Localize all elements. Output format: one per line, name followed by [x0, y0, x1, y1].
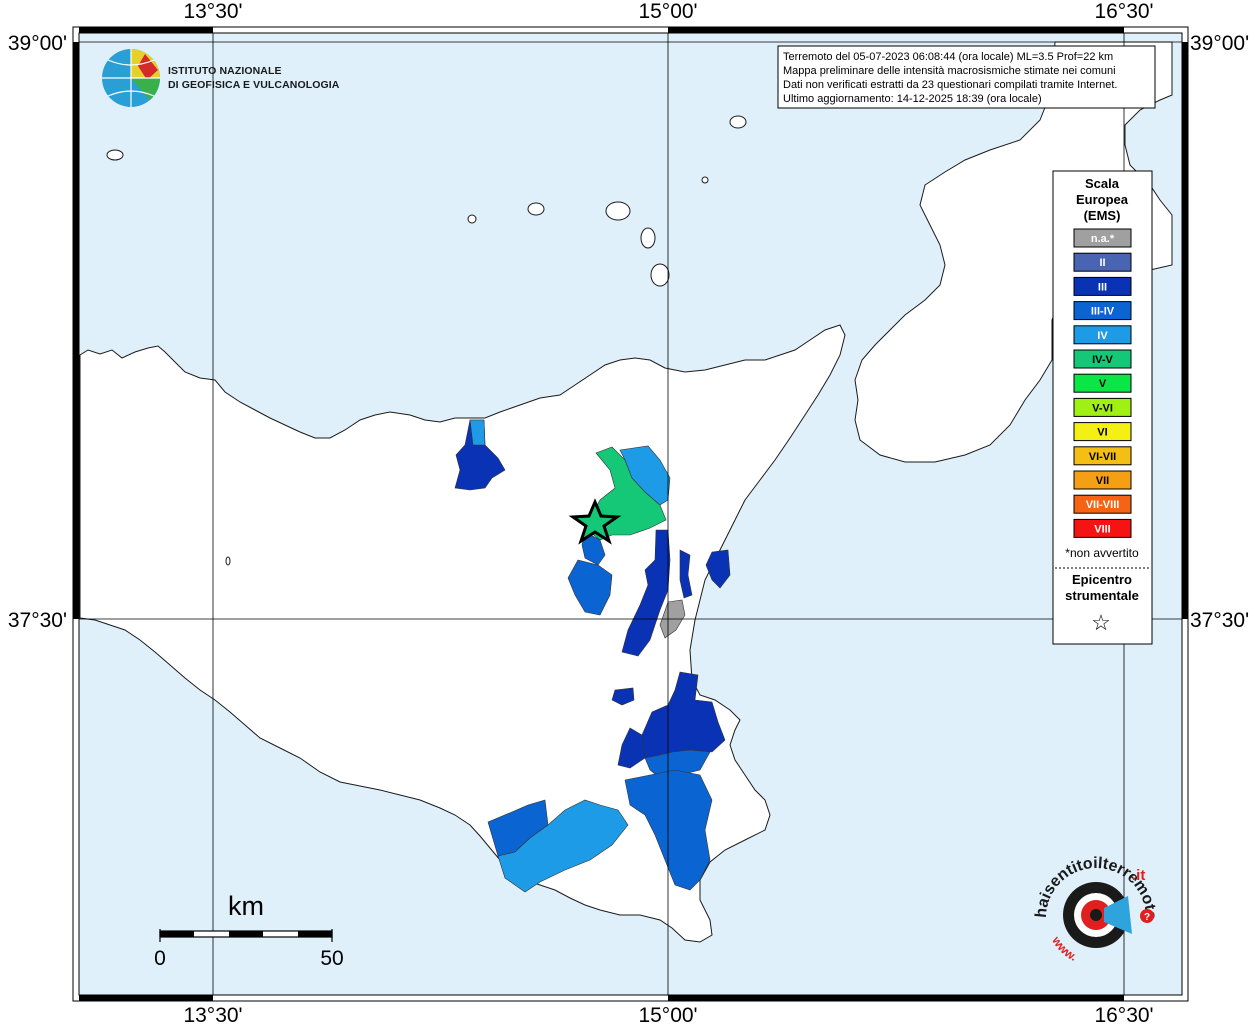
ingv-logo: ISTITUTO NAZIONALE DI GEOFISICA E VULCAN…	[102, 49, 340, 107]
coord-right-mid: 37°30'	[1190, 609, 1249, 632]
coord-bottom-left: 13°30'	[183, 1004, 242, 1024]
legend-chip-1	[1073, 252, 1132, 272]
ingv-name-line1: ISTITUTO NAZIONALE	[168, 65, 282, 77]
legend-chip-9	[1073, 446, 1132, 466]
frame-top-black-2	[668, 27, 1124, 33]
frame-right-black-1	[1182, 42, 1188, 619]
panarea-island	[701, 176, 709, 184]
legend-chip-label-10: VII	[1096, 475, 1109, 487]
legend-title-1: Scala	[1085, 176, 1120, 191]
legend: Scala Europea (EMS) n.a.*IIIIIIII-IVIVIV…	[1052, 170, 1153, 645]
legend-star-icon: ☆	[1091, 610, 1111, 635]
legend-chip-label-8: VI	[1097, 427, 1107, 439]
area-III-1	[621, 529, 671, 657]
legend-chip-2	[1073, 276, 1132, 296]
legend-chip-label-3: III-IV	[1091, 306, 1115, 318]
info-line4: Ultimo aggiornamento: 14-12-2025 18:39 (…	[783, 93, 1042, 105]
logo-text-it: .it	[1132, 867, 1145, 884]
legend-chip-12	[1073, 518, 1132, 538]
legend-chip-label-9: VI-VII	[1089, 451, 1117, 463]
logo-center	[1090, 909, 1102, 921]
legend-title-3: (EMS)	[1084, 208, 1121, 223]
legend-epicenter-2: strumentale	[1065, 588, 1139, 603]
coord-top-mid: 15°00'	[638, 0, 697, 23]
area-III-4	[611, 687, 635, 706]
scale-seg-1	[160, 931, 194, 937]
legend-chip-label-5: IV-V	[1092, 354, 1113, 366]
globe-segment-red	[138, 54, 158, 80]
salina-island	[640, 227, 656, 249]
coord-top-left: 13°30'	[183, 0, 242, 23]
question-icon	[1140, 909, 1154, 923]
islet	[467, 214, 477, 224]
globe-grid	[102, 49, 160, 107]
epicenter-star	[568, 498, 622, 545]
lipari-island	[650, 263, 670, 287]
legend-chip-0	[1073, 228, 1132, 248]
coord-left-top: 39°00'	[8, 32, 67, 55]
legend-title-2: Europea	[1076, 192, 1129, 207]
scale-bar: km 0 50	[154, 891, 344, 970]
legend-chip-label-4: IV	[1097, 330, 1108, 342]
area-IV	[469, 419, 486, 446]
info-line1: Terremoto del 05-07-2023 06:08:44 (ora l…	[783, 51, 1113, 63]
legend-chip-8	[1073, 422, 1132, 442]
legend-chip-6	[1073, 373, 1132, 393]
legend-chip-label-0: n.a.*	[1091, 233, 1115, 245]
legend-chip-7	[1073, 397, 1132, 417]
megaphone-icon	[1104, 896, 1132, 934]
islet2	[225, 556, 231, 566]
legend-chip-5	[1073, 349, 1132, 369]
frame-left-black-1	[73, 42, 79, 619]
info-box: Terremoto del 05-07-2023 06:08:44 (ora l…	[777, 45, 1156, 109]
alicudi-island	[527, 202, 545, 216]
scale-seg-2	[229, 931, 263, 937]
legend-epicenter-1: Epicentro	[1072, 572, 1132, 587]
area-III-6	[617, 727, 646, 769]
filicudi-island	[605, 201, 631, 221]
coord-bottom-mid: 15°00'	[638, 1004, 697, 1024]
coord-top-right: 16°30'	[1094, 0, 1153, 23]
frame-bottom-black-1	[79, 995, 213, 1001]
area-III-3	[705, 549, 731, 589]
info-box-frame	[777, 45, 1156, 109]
info-line2: Mappa preliminare delle intensità macros…	[783, 65, 1116, 77]
scale-seg-3	[298, 931, 332, 937]
frame-bottom-black-2	[668, 995, 1124, 1001]
coord-right-top: 39°00'	[1190, 32, 1249, 55]
area-III-IV-4	[624, 769, 713, 891]
area-III-2	[679, 549, 693, 599]
legend-chip-label-12: VIII	[1094, 523, 1111, 535]
legend-note: *non avvertito	[1065, 546, 1139, 560]
legend-chip-3	[1073, 301, 1132, 321]
globe-segment-green	[131, 78, 161, 100]
legend-chip-label-2: III	[1098, 281, 1107, 293]
legend-chip-4	[1073, 325, 1132, 345]
legend-chip-label-1: II	[1099, 257, 1105, 269]
ingv-name-line2: DI GEOFISICA E VULCANOLOGIA	[168, 79, 340, 91]
legend-chip-11	[1073, 494, 1132, 514]
area-IV-2	[619, 445, 671, 506]
legend-chips: n.a.*IIIIIIII-IVIVIV-VVV-VIVIVI-VIIVIIVI…	[1073, 228, 1132, 538]
info-line3: Dati non verificati estratti da 23 quest…	[783, 79, 1117, 91]
frame-top-black-1	[79, 27, 213, 33]
scale-max-label: 50	[320, 947, 343, 970]
legend-chip-label-6: V	[1099, 378, 1107, 390]
legend-chip-label-11: VII-VIII	[1086, 499, 1120, 511]
stromboli-island	[729, 115, 747, 129]
coord-left-mid: 37°30'	[8, 609, 67, 632]
question-mark: ?	[1144, 912, 1150, 923]
map-frame	[72, 26, 1189, 1002]
scale-unit: km	[228, 891, 264, 921]
legend-chip-label-7: V-VI	[1092, 402, 1113, 414]
area-IV-3	[497, 799, 629, 893]
area-III-IV-2	[567, 559, 613, 616]
legend-chip-10	[1073, 470, 1132, 490]
ustica-island	[106, 149, 124, 161]
coord-bottom-right: 16°30'	[1094, 1004, 1153, 1024]
scale-min-label: 0	[154, 947, 166, 970]
